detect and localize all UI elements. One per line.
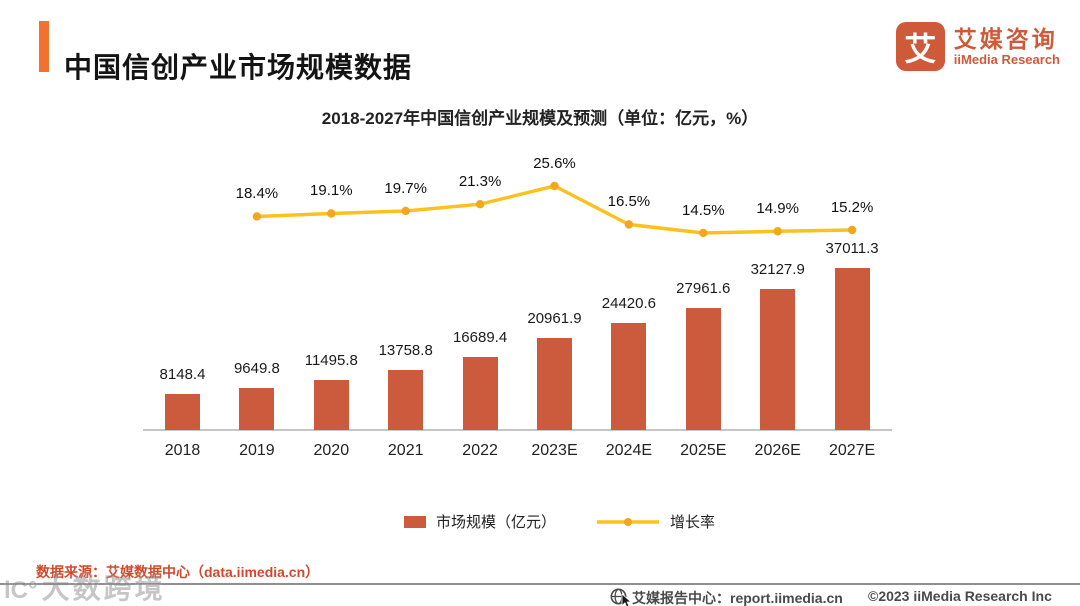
iimedia-logo-icon: 艾 [895,22,945,71]
report-center-link: 艾媒报告中心：report.iimedia.cn [632,590,843,606]
legend-line-label: 增长率 [670,514,716,531]
bar-2018 [165,394,200,430]
chart-legend: 市场规模（亿元） 增长率 [404,511,715,532]
growth-rate-label: 15.2% [830,198,874,216]
bar-2024E [611,323,647,430]
x-axis-label-2026E: 2026E [754,442,801,459]
x-axis-label-2020: 2020 [313,442,350,459]
x-axis-label-2018: 2018 [164,442,201,459]
bar-2025E [685,308,721,430]
logo-name-en: iiMedia Research [953,52,1060,67]
logo-name-cn: 艾媒咨询 [953,26,1058,52]
footer: 艾媒报告中心：report.iimedia.cn ©2023 iiMedia R… [0,586,1080,606]
page-title: 中国信创产业市场规模数据 [64,51,413,83]
copyright-text: ©2023 iiMedia Research Inc [868,588,1052,604]
x-axis-label-2021: 2021 [387,442,424,459]
bar-value-label: 13758.8 [378,342,433,359]
x-axis-label-2027E: 2027E [828,442,876,459]
bar-2022 [462,357,498,430]
bar-2026E [760,289,796,430]
title-accent-bar [39,21,49,72]
bar-value-label: 27961.6 [676,280,731,297]
bar-2020 [313,380,349,430]
bar-value-label: 24420.6 [601,295,656,312]
bar-2023E [537,338,572,430]
x-axis-label-2023E: 2023E [531,442,578,459]
growth-rate-label: 18.4% [235,185,279,203]
data-source-note: 数据来源：艾媒数据中心（data.iimedia.cn） [36,564,320,580]
growth-rate-label: 14.5% [682,201,725,219]
bar-value-label: 16689.4 [452,329,508,346]
x-axis-line [143,429,892,431]
bar-2027E [834,268,870,430]
watermark: lC° 大数跨境 [4,567,166,606]
bar-value-label: 11495.8 [304,352,358,369]
watermark-logo: lC° [4,577,38,604]
chart-title: 2018-2027年中国信创产业规模及预测（单位：亿元，%） [321,109,759,128]
bar-value-label: 20961.9 [527,310,582,327]
bar-value-label: 8148.4 [159,366,206,383]
x-axis-label-2022: 2022 [462,442,498,459]
legend-line-swatch [597,517,660,526]
x-axis-label-2024E: 2024E [605,442,653,459]
growth-rate-label: 21.3% [458,173,502,191]
bar-value-label: 37011.3 [825,240,879,257]
x-axis-label-2025E: 2025E [680,442,727,459]
bar-value-label: 9649.8 [233,360,280,377]
bar-2021 [388,370,424,430]
iimedia-logo-text: 艾媒咨询 iiMedia Research [954,26,1060,67]
legend-bar-swatch [404,515,426,528]
growth-rate-label: 19.7% [384,179,427,197]
growth-rate-label: 14.9% [756,200,799,218]
footer-divider [0,583,1080,585]
legend-bar-label: 市场规模（亿元） [436,514,557,531]
iimedia-logo: 艾 艾媒咨询 iiMedia Research [895,22,1060,71]
bar-value-label: 32127.9 [750,261,805,278]
bar-2019 [239,388,275,430]
growth-rate-label: 19.1% [310,182,353,200]
x-axis-label-2019: 2019 [239,442,275,459]
mouse-cursor [621,594,633,606]
growth-rate-label: 16.5% [607,193,651,211]
growth-rate-label: 25.6% [533,155,576,172]
watermark-text: 大数跨境 [41,573,166,604]
